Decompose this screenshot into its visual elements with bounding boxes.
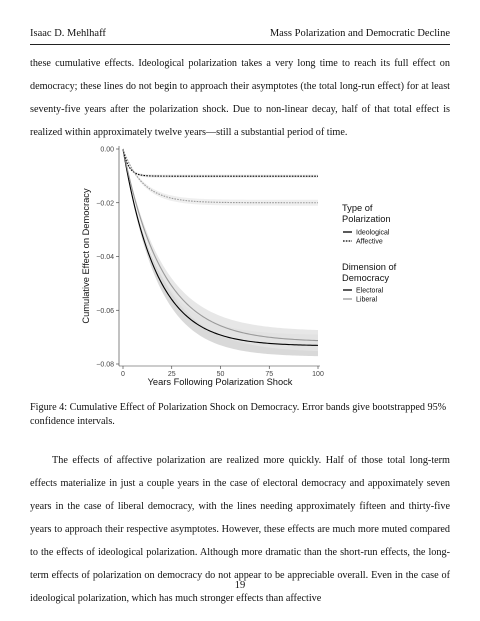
header-rule — [30, 44, 450, 45]
y-ticks: 0.00 −0.02 −0.04 −0.06 −0.08 — [96, 147, 119, 369]
running-header: Isaac D. Mehlhaff Mass Polarization and … — [30, 28, 450, 42]
legend-type-title-1: Type of — [342, 203, 373, 213]
legend-affective-label: Affective — [356, 239, 383, 246]
page-number: 19 — [234, 580, 246, 591]
series-line-0 — [122, 148, 319, 346]
series-line-3 — [122, 148, 318, 204]
legend-liberal-label: Liberal — [356, 297, 377, 304]
y-tick-label: −0.08 — [96, 362, 114, 369]
axes — [118, 146, 320, 367]
y-axis-label: Cumulative Effect on Democracy — [81, 188, 91, 324]
x-tick-label: 100 — [312, 371, 324, 378]
y-tick-label: −0.02 — [96, 200, 114, 207]
band-1 — [123, 149, 318, 352]
band-0 — [123, 149, 318, 357]
body-paragraph-top: these cumulative effects. Ideological po… — [30, 58, 450, 138]
y-tick-label: 0.00 — [100, 147, 114, 154]
series-lines — [122, 148, 319, 346]
x-tick-label: 0 — [121, 371, 125, 378]
legend-electoral-label: Electoral — [356, 288, 384, 295]
x-tick-label: 50 — [217, 371, 225, 378]
header-author: Isaac D. Mehlhaff — [30, 28, 106, 39]
series-line-1 — [122, 148, 319, 342]
legend-dimension-title-2: Democracy — [342, 273, 389, 283]
header-title: Mass Polarization and Democratic Decline — [269, 28, 450, 39]
series-line-2 — [122, 148, 318, 177]
band-3 — [123, 149, 318, 206]
legend-dimension-title-1: Dimension of — [342, 262, 397, 272]
y-tick-label: −0.06 — [96, 308, 114, 315]
x-axis-label: Years Following Polarization Shock — [148, 377, 293, 387]
y-tick-label: −0.04 — [96, 254, 114, 261]
figure-caption: Figure 4: Cumulative Effect of Polarizat… — [30, 402, 447, 427]
legend-ideological-label: Ideological — [356, 230, 390, 237]
legend: Type of Polarization Ideological Affecti… — [342, 203, 397, 304]
x-tick-label: 25 — [168, 371, 176, 378]
body-paragraph-bottom: The effects of affective polarization ar… — [30, 455, 450, 604]
band-2 — [123, 149, 318, 178]
confidence-bands — [123, 149, 318, 357]
x-ticks: 0 25 50 75 100 — [121, 366, 324, 378]
figure-4-chart: 0.00 −0.02 −0.04 −0.06 −0.08 0 25 50 75 100 Year… — [81, 146, 397, 387]
legend-type-title-2: Polarization — [342, 214, 391, 224]
x-tick-label: 75 — [265, 371, 273, 378]
